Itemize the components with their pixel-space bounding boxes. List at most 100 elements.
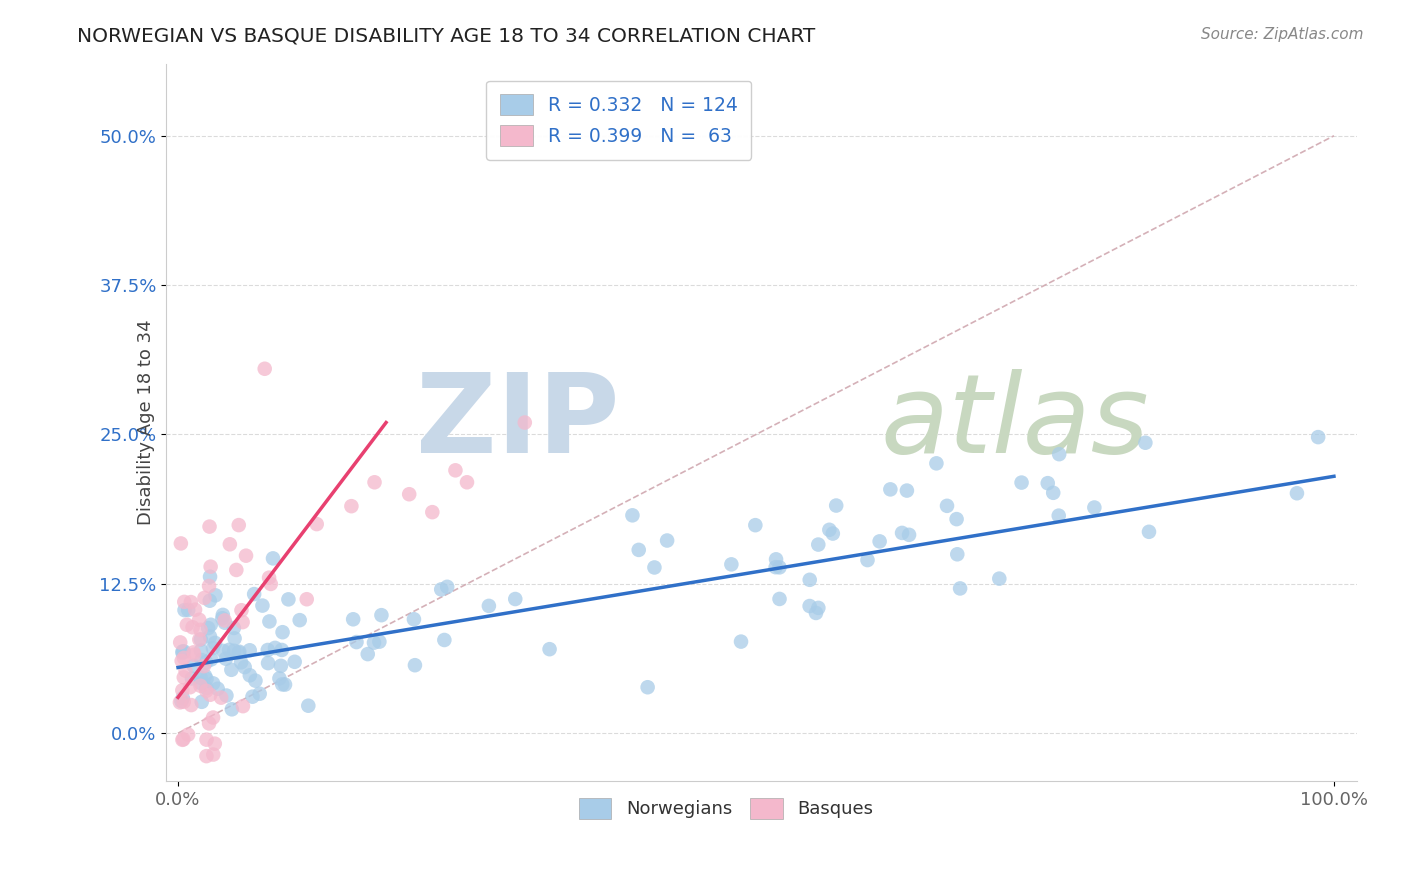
Point <box>177 603 200 617</box>
Point <box>503 592 526 607</box>
Point <box>436 580 458 594</box>
Point <box>183 658 205 673</box>
Point <box>198 570 221 584</box>
Point <box>173 651 195 665</box>
Point <box>190 632 212 647</box>
Point <box>340 499 363 513</box>
Point <box>218 537 240 551</box>
Point <box>342 612 364 626</box>
Point <box>200 652 222 666</box>
Point <box>211 611 233 625</box>
Point <box>169 635 191 649</box>
Point <box>195 732 218 747</box>
Point <box>1047 508 1070 523</box>
Point <box>174 786 197 800</box>
Point <box>202 676 225 690</box>
Point <box>193 659 215 673</box>
Point <box>249 687 271 701</box>
Point <box>621 508 644 523</box>
Point <box>305 517 328 532</box>
Point <box>198 630 221 644</box>
Point <box>898 528 921 542</box>
Text: atlas: atlas <box>880 369 1150 476</box>
Point <box>825 499 848 513</box>
Point <box>200 688 222 702</box>
Point <box>936 499 959 513</box>
Point <box>190 643 212 657</box>
Point <box>277 592 299 607</box>
Point <box>190 676 212 690</box>
Point <box>228 646 250 660</box>
Point <box>363 475 385 490</box>
Point <box>1135 435 1157 450</box>
Point <box>214 614 236 628</box>
Point <box>730 634 752 648</box>
Point <box>190 671 212 685</box>
Point <box>194 669 217 683</box>
Point <box>229 656 252 670</box>
Point <box>456 475 478 490</box>
Point <box>214 615 236 630</box>
Point <box>225 563 247 577</box>
Point <box>856 553 879 567</box>
Point <box>925 456 948 470</box>
Point <box>404 658 426 673</box>
Point <box>190 786 212 800</box>
Text: NORWEGIAN VS BASQUE DISABILITY AGE 18 TO 34 CORRELATION CHART: NORWEGIAN VS BASQUE DISABILITY AGE 18 TO… <box>77 27 815 45</box>
Point <box>184 603 207 617</box>
Point <box>170 694 193 708</box>
Point <box>807 538 830 552</box>
Point <box>402 612 425 626</box>
Point <box>252 599 274 613</box>
Point <box>655 533 678 548</box>
Point <box>173 603 195 617</box>
Point <box>209 690 232 705</box>
Point <box>201 641 224 656</box>
Point <box>173 670 195 684</box>
Point <box>262 551 284 566</box>
Point <box>177 728 200 742</box>
Point <box>260 577 283 591</box>
Point <box>891 525 914 540</box>
Point <box>202 747 225 762</box>
Point <box>264 640 287 655</box>
Point <box>430 582 453 597</box>
Point <box>288 613 311 627</box>
Point <box>270 658 292 673</box>
Point <box>513 416 536 430</box>
Point <box>398 487 420 501</box>
Point <box>879 483 901 497</box>
Point <box>183 648 205 662</box>
Point <box>370 608 392 623</box>
Point <box>232 615 254 629</box>
Point <box>180 595 202 609</box>
Point <box>869 534 891 549</box>
Point <box>271 677 294 691</box>
Point <box>167 786 190 800</box>
Point <box>627 542 650 557</box>
Point <box>478 599 501 613</box>
Point <box>190 653 212 667</box>
Point <box>195 681 218 695</box>
Point <box>637 680 659 694</box>
Point <box>170 654 193 668</box>
Point <box>274 677 297 691</box>
Point <box>444 463 467 477</box>
Point <box>1011 475 1033 490</box>
Point <box>202 710 225 724</box>
Point <box>195 655 218 669</box>
Point <box>1083 500 1105 515</box>
Text: Source: ZipAtlas.com: Source: ZipAtlas.com <box>1201 27 1364 42</box>
Point <box>744 518 766 533</box>
Point <box>172 732 194 747</box>
Point <box>235 549 257 563</box>
Point <box>169 695 191 709</box>
Point <box>170 786 193 800</box>
Point <box>1036 476 1059 491</box>
Point <box>368 634 391 648</box>
Point <box>420 505 443 519</box>
Point <box>174 664 197 678</box>
Point <box>297 698 319 713</box>
Point <box>765 552 787 566</box>
Point <box>538 642 561 657</box>
